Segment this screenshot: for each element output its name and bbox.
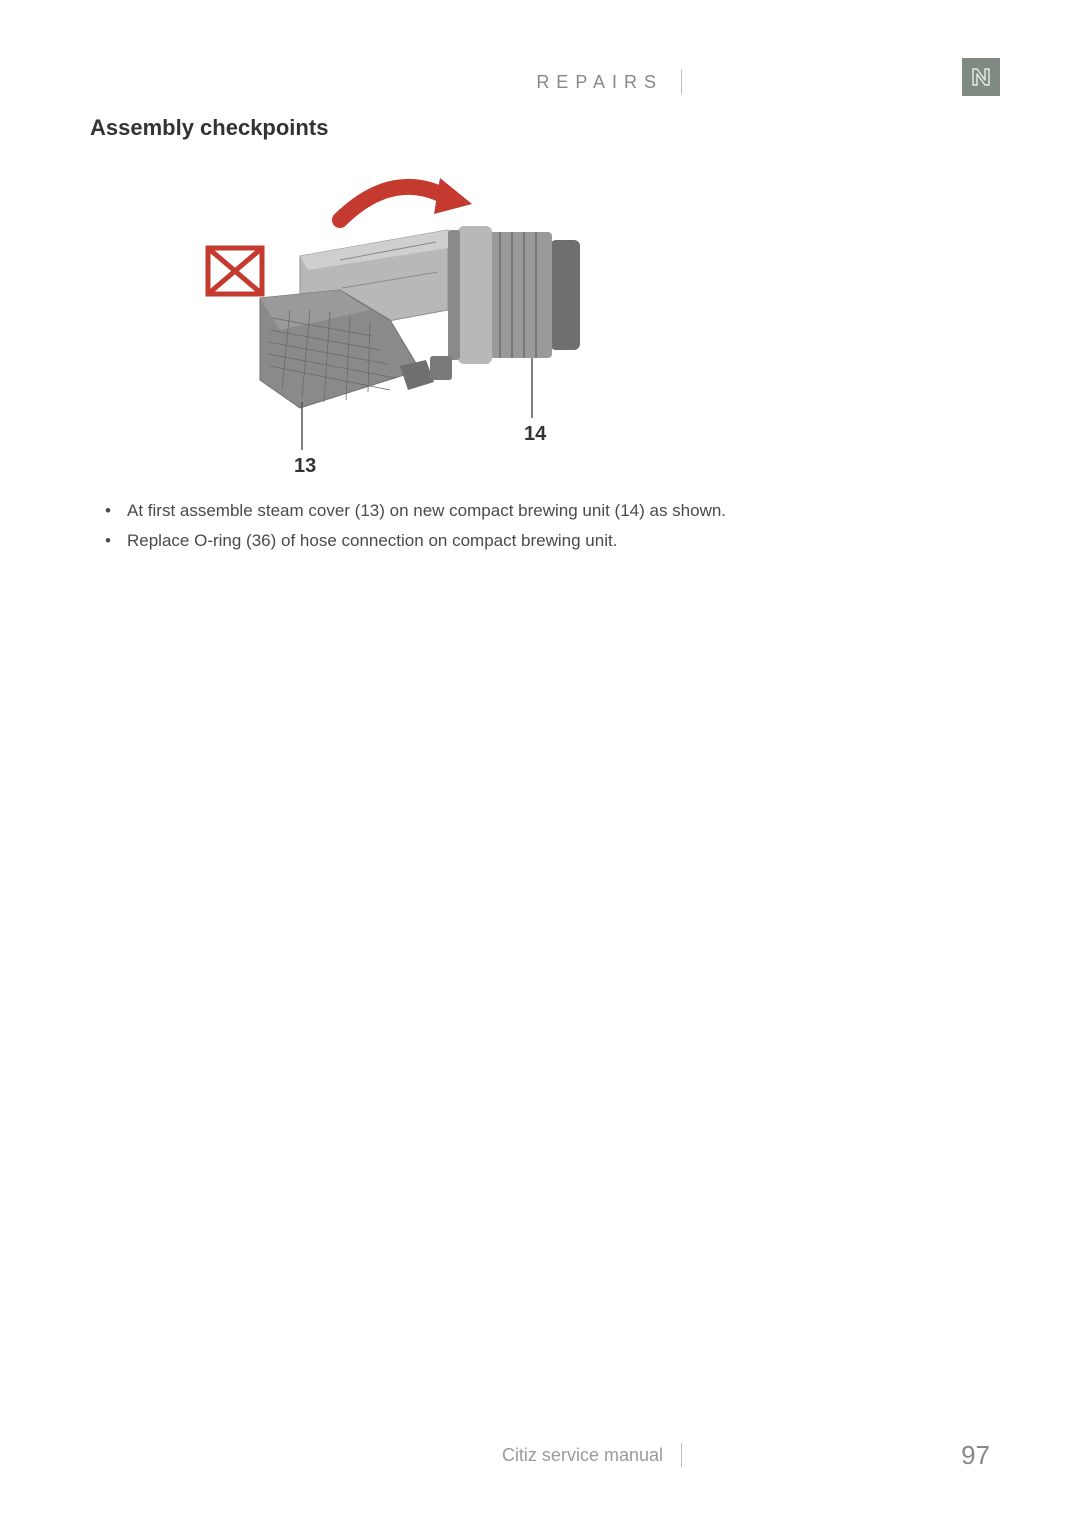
manual-page: REPAIRS Assembly checkpoints	[0, 0, 1080, 1527]
footer: Citiz service manual 97	[0, 1443, 1080, 1473]
instruction-list: At first assemble steam cover (13) on ne…	[95, 498, 795, 557]
section-label: REPAIRS	[536, 70, 682, 94]
brand-badge	[962, 58, 1000, 96]
motion-arrow-icon	[340, 178, 472, 220]
list-item: At first assemble steam cover (13) on ne…	[95, 498, 795, 524]
brand-n-icon	[967, 63, 995, 91]
assembly-diagram: 13 14	[190, 160, 620, 480]
callout-14: 14	[524, 358, 547, 445]
page-number: 97	[961, 1443, 990, 1467]
callout-14-label: 14	[524, 423, 547, 445]
list-item: Replace O-ring (36) of hose connection o…	[95, 528, 795, 554]
diagram-svg: 13 14	[190, 160, 620, 480]
callout-13-label: 13	[294, 455, 316, 477]
header: REPAIRS	[0, 60, 1080, 100]
x-mark-icon	[208, 248, 262, 294]
callout-13: 13	[294, 402, 316, 477]
manual-title: Citiz service manual	[502, 1443, 682, 1467]
page-heading: Assembly checkpoints	[90, 115, 328, 141]
